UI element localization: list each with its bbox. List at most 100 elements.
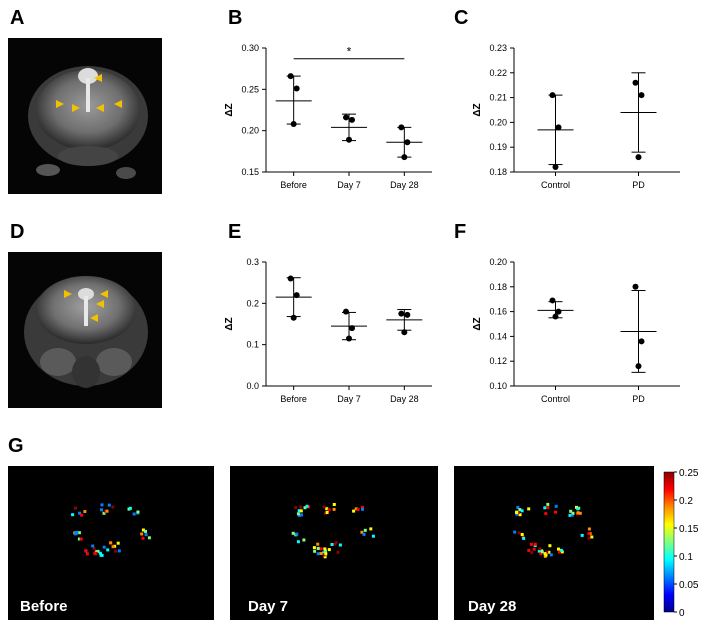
x-tick-label: Day 7 xyxy=(337,394,361,404)
data-point xyxy=(552,313,559,320)
activation-pixel xyxy=(147,536,151,540)
activation-pixel xyxy=(527,548,531,552)
activation-pixel xyxy=(296,540,300,544)
activation-pixel xyxy=(322,551,326,555)
activation-pixel xyxy=(77,531,81,535)
activation-pixel xyxy=(99,553,103,557)
activation-pixel xyxy=(362,532,366,536)
activation-pixel xyxy=(300,513,303,517)
activation-pixel xyxy=(569,509,573,513)
significance-star: * xyxy=(347,45,352,59)
activation-pixel xyxy=(100,508,103,512)
heatmap-before: Before xyxy=(8,466,214,620)
activation-pixel xyxy=(532,547,536,551)
x-tick-label: Before xyxy=(280,180,307,190)
panel-label-d: D xyxy=(10,221,25,243)
panel-label-a: A xyxy=(10,7,25,29)
data-point xyxy=(638,92,645,99)
data-point xyxy=(638,338,645,345)
colorbar-tick-label: 0.15 xyxy=(679,524,699,535)
activation-pixel xyxy=(361,505,365,509)
activation-pixel xyxy=(529,542,533,546)
activation-pixel xyxy=(323,547,327,551)
colorbar-tick-label: 0.1 xyxy=(679,552,693,563)
y-tick-label: 0.19 xyxy=(489,142,507,152)
activation-pixel xyxy=(93,551,97,555)
colorbar: 0.25 0.2 0.15 0.1 0.05 0 xyxy=(663,468,699,619)
activation-pixel xyxy=(513,530,517,534)
activation-pixel xyxy=(291,531,295,535)
data-point xyxy=(349,325,355,332)
activation-pixel xyxy=(105,509,109,513)
panel-label-g: G xyxy=(8,435,24,457)
y-tick-label: 0.2 xyxy=(246,298,259,308)
panel-label-e: E xyxy=(228,221,242,243)
x-tick-label: Day 28 xyxy=(390,394,419,404)
heatmap-label-before: Before xyxy=(20,598,68,615)
y-tick-label: 0.23 xyxy=(489,43,507,53)
activation-pixel xyxy=(297,509,301,513)
activation-pixel xyxy=(369,527,373,531)
y-tick-label: 0.21 xyxy=(489,93,507,103)
data-point xyxy=(549,92,556,99)
activation-pixel xyxy=(520,533,524,536)
activation-pixel xyxy=(141,536,145,540)
activation-pixel xyxy=(332,503,336,506)
activation-pixel xyxy=(559,548,563,552)
activation-pixel xyxy=(144,529,147,533)
y-axis-label: ΔZ xyxy=(472,103,483,116)
activation-pixel xyxy=(546,506,550,510)
activation-pixel xyxy=(106,548,110,552)
data-point xyxy=(632,283,639,290)
activation-pixel xyxy=(327,508,331,512)
activation-pixel xyxy=(537,549,541,553)
data-point xyxy=(343,308,349,315)
arrow-markers-d xyxy=(64,290,108,322)
activation-pixel xyxy=(117,549,121,553)
y-tick-label: 0.20 xyxy=(489,257,507,267)
activation-pixel xyxy=(323,549,327,553)
panel-label-c: C xyxy=(454,7,469,29)
activation-pixel xyxy=(303,506,307,510)
activation-pixel xyxy=(141,528,145,532)
activation-map-before xyxy=(71,503,151,557)
x-tick-label: PD xyxy=(632,394,645,404)
activation-pixel xyxy=(332,507,336,511)
activation-pixel xyxy=(354,507,358,511)
activation-pixel xyxy=(533,542,537,546)
brain-scan-a xyxy=(28,66,148,179)
activation-pixel xyxy=(527,507,531,511)
activation-pixel xyxy=(336,550,340,554)
activation-pixel xyxy=(571,511,575,515)
activation-pixel xyxy=(515,512,519,516)
data-point xyxy=(635,363,642,370)
activation-pixel xyxy=(568,513,572,517)
activation-pixel xyxy=(312,546,316,550)
activation-pixel xyxy=(295,532,299,536)
colorbar-tick-label: 0.25 xyxy=(679,468,699,479)
activation-pixel xyxy=(361,507,364,511)
x-tick-label: Day 28 xyxy=(390,180,419,190)
data-point xyxy=(343,114,349,121)
arrow-markers-a xyxy=(56,74,122,112)
colorbar-scale xyxy=(663,471,675,613)
activation-pixel xyxy=(325,511,329,514)
activation-pixel xyxy=(517,531,521,535)
data-point xyxy=(349,116,355,123)
activation-pixel xyxy=(294,506,298,510)
colorbar-tick-label: 0.05 xyxy=(679,580,699,591)
activation-pixel xyxy=(518,513,522,517)
y-tick-label: 0.10 xyxy=(489,381,507,391)
activation-pixel xyxy=(296,512,300,516)
activation-pixel xyxy=(587,532,591,536)
data-point xyxy=(549,297,556,304)
activation-pixel xyxy=(516,511,520,514)
activation-pixel xyxy=(549,553,553,557)
activation-pixel xyxy=(111,505,115,509)
y-tick-label: 0.20 xyxy=(241,126,259,136)
x-tick-label: Before xyxy=(280,394,307,404)
activation-pixel xyxy=(547,550,551,554)
activation-pixel xyxy=(515,511,519,514)
activation-pixel xyxy=(107,503,111,507)
y-tick-label: 0.18 xyxy=(489,167,507,177)
